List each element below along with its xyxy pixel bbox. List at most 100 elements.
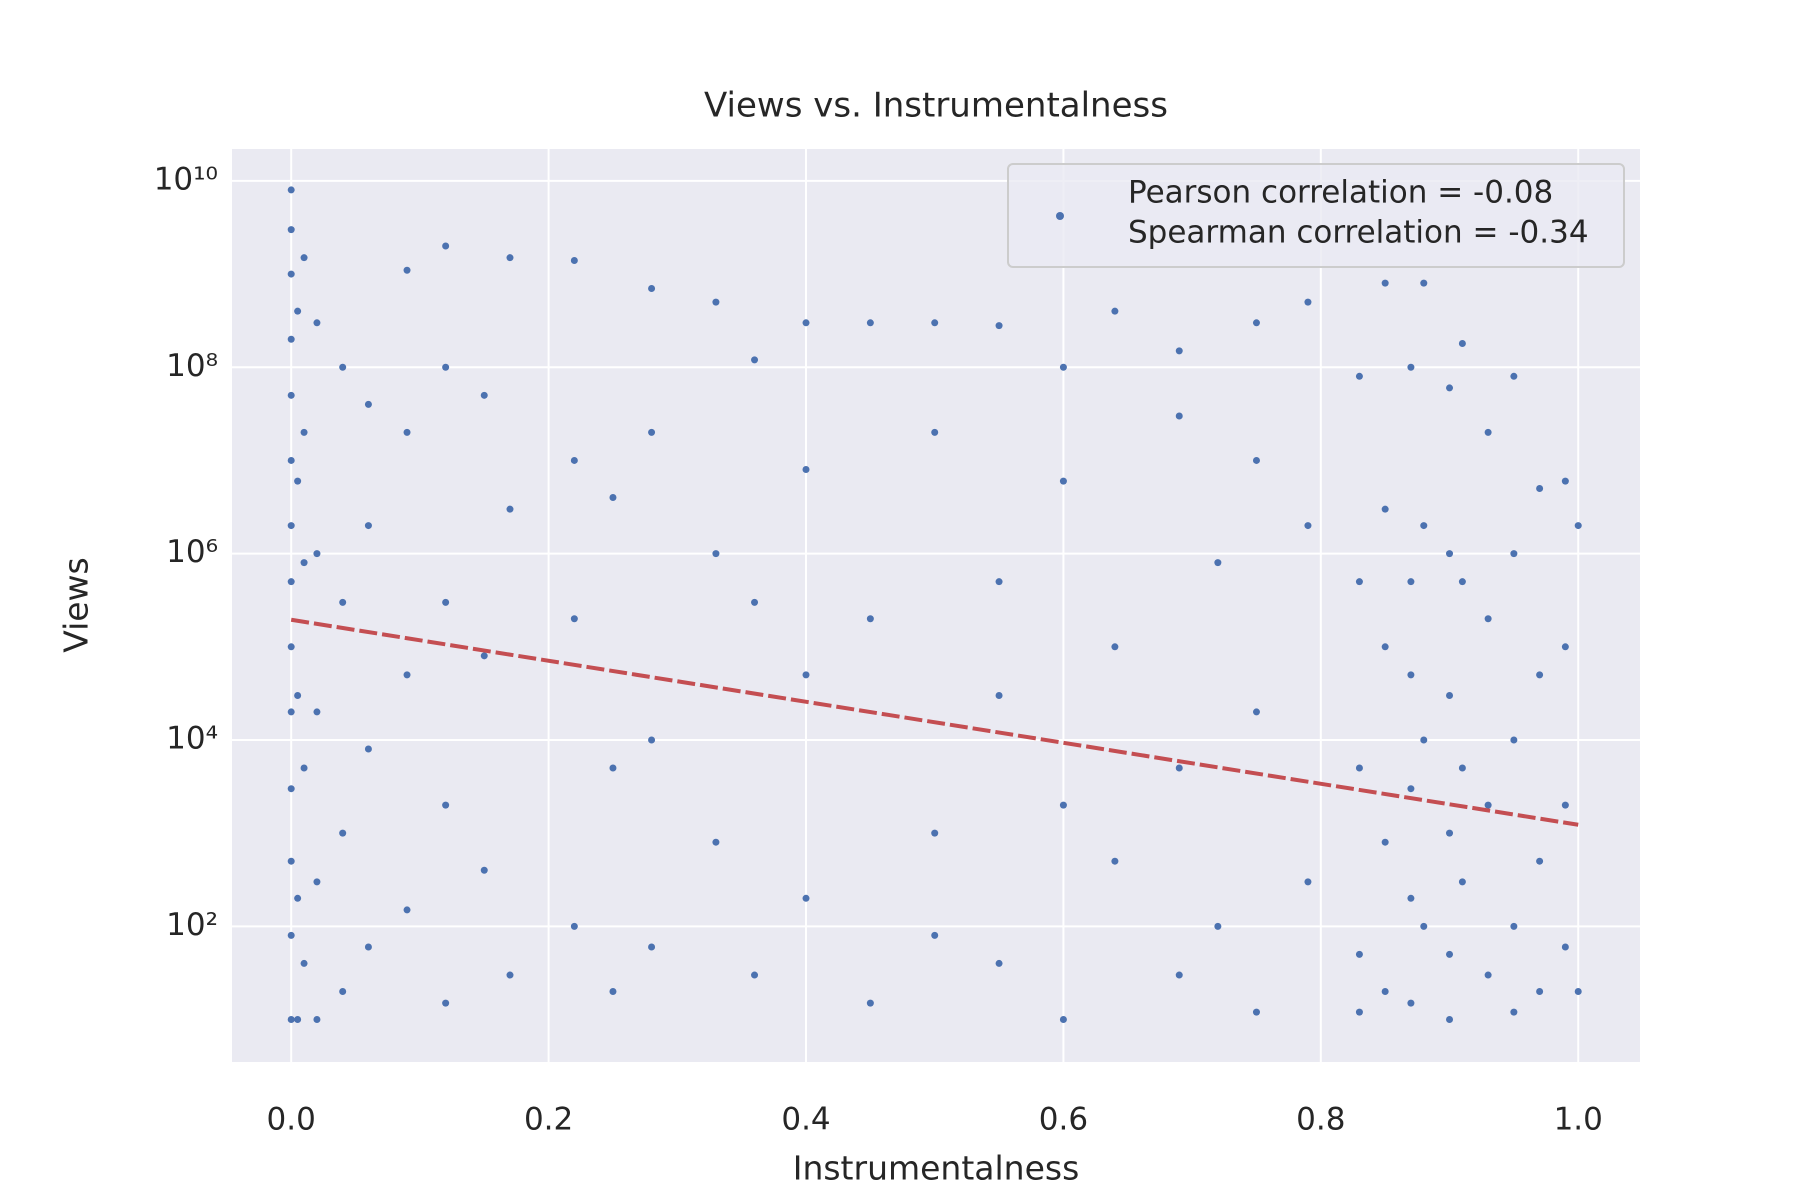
point <box>442 999 450 1007</box>
point <box>287 931 295 939</box>
point <box>364 522 372 530</box>
y-tick-label: 10¹⁰ <box>154 161 218 197</box>
point <box>300 559 308 567</box>
point <box>866 999 874 1007</box>
legend-marker <box>1056 212 1064 220</box>
point <box>287 391 295 399</box>
x-tick-label: 1.0 <box>1554 1102 1603 1138</box>
point <box>313 319 321 327</box>
point <box>1407 671 1415 679</box>
point <box>442 598 450 606</box>
point <box>300 254 308 262</box>
point <box>1484 615 1492 623</box>
point <box>287 708 295 716</box>
point <box>442 242 450 250</box>
point <box>287 522 295 530</box>
point <box>403 266 411 274</box>
point <box>1252 319 1260 327</box>
point <box>570 256 578 264</box>
point <box>1446 829 1454 837</box>
point <box>403 428 411 436</box>
point <box>339 987 347 995</box>
point <box>1458 578 1466 586</box>
y-tick-label: 10⁴ <box>166 720 218 756</box>
point <box>1111 307 1119 315</box>
point <box>1561 477 1569 485</box>
point <box>1536 484 1544 492</box>
point <box>339 829 347 837</box>
point <box>609 987 617 995</box>
point <box>751 598 759 606</box>
point <box>403 906 411 914</box>
y-tick-label: 10⁸ <box>166 348 218 384</box>
y-axis-label: Views <box>57 557 96 653</box>
point <box>1111 857 1119 865</box>
point <box>480 866 488 874</box>
point <box>294 894 302 902</box>
point <box>570 615 578 623</box>
point <box>1561 943 1569 951</box>
point <box>609 494 617 502</box>
point <box>1175 971 1183 979</box>
point <box>1574 987 1582 995</box>
y-tick-label: 10² <box>166 907 218 943</box>
point <box>866 615 874 623</box>
point <box>1355 764 1363 772</box>
point <box>712 298 720 306</box>
point <box>294 692 302 700</box>
point <box>480 391 488 399</box>
point <box>1420 279 1428 287</box>
point <box>364 745 372 753</box>
point <box>1381 643 1389 651</box>
point <box>1381 987 1389 995</box>
point <box>300 428 308 436</box>
point <box>1446 384 1454 392</box>
point <box>403 671 411 679</box>
point <box>339 598 347 606</box>
point <box>609 764 617 772</box>
x-tick-label: 0.0 <box>267 1102 316 1138</box>
point <box>1420 922 1428 930</box>
point <box>287 186 295 194</box>
point <box>1446 692 1454 700</box>
point <box>1381 505 1389 513</box>
point <box>287 643 295 651</box>
point <box>364 400 372 408</box>
point <box>931 319 939 327</box>
point <box>802 319 810 327</box>
point <box>1561 801 1569 809</box>
point <box>1175 347 1183 355</box>
point <box>931 829 939 837</box>
point <box>712 550 720 558</box>
plot-area <box>232 149 1640 1062</box>
point <box>1420 522 1428 530</box>
point <box>802 465 810 473</box>
point <box>931 428 939 436</box>
marks <box>287 186 1582 1024</box>
point <box>1536 987 1544 995</box>
point <box>1252 1008 1260 1016</box>
point <box>1407 785 1415 793</box>
point <box>1214 922 1222 930</box>
point <box>1304 522 1312 530</box>
point <box>1252 456 1260 464</box>
point <box>1458 339 1466 347</box>
point <box>648 285 656 293</box>
point <box>648 736 656 744</box>
chart-title: Views vs. Instrumentalness <box>704 86 1168 126</box>
point <box>313 550 321 558</box>
point <box>287 1016 295 1024</box>
point <box>995 322 1003 330</box>
point <box>802 671 810 679</box>
point <box>442 801 450 809</box>
point <box>866 319 874 327</box>
y-tick-label: 10⁶ <box>166 534 218 570</box>
point <box>1510 550 1518 558</box>
point <box>1407 999 1415 1007</box>
point <box>995 959 1003 967</box>
point <box>1536 857 1544 865</box>
point <box>1304 298 1312 306</box>
point <box>1381 279 1389 287</box>
x-tick-label: 0.4 <box>781 1102 830 1138</box>
point <box>1446 950 1454 958</box>
